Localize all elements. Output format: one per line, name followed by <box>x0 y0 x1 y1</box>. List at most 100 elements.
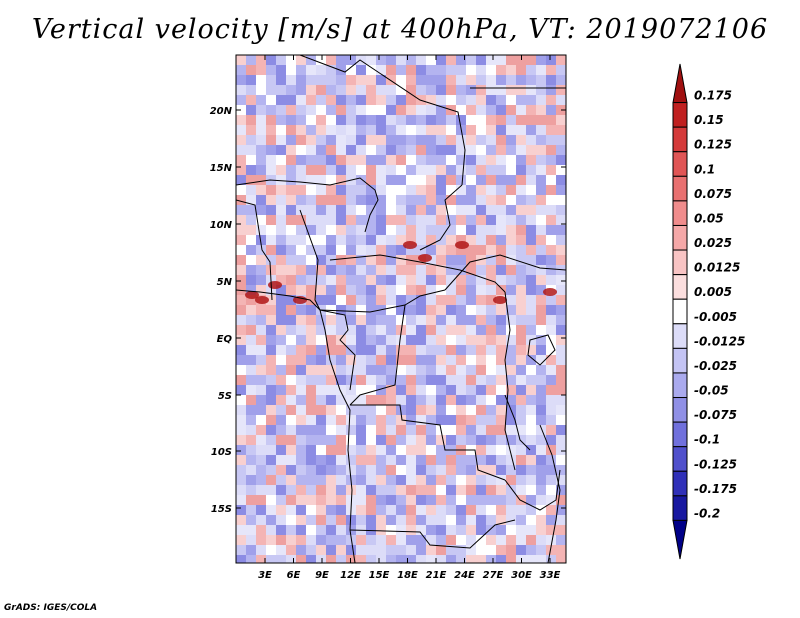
field-cell <box>296 495 307 506</box>
field-cell <box>446 215 457 226</box>
field-cell <box>266 145 277 156</box>
field-cell <box>346 515 357 526</box>
field-cell <box>296 415 307 426</box>
field-cell <box>246 465 257 476</box>
field-cell <box>556 65 566 76</box>
field-cell <box>386 365 397 376</box>
field-cell <box>286 395 297 406</box>
field-cell <box>316 375 327 386</box>
field-cell <box>356 85 367 96</box>
field-cell <box>526 255 537 266</box>
field-cell <box>436 225 447 236</box>
field-cell <box>336 225 347 236</box>
field-cell <box>366 245 377 256</box>
field-cell <box>376 505 387 516</box>
field-cell <box>316 315 327 326</box>
field-cell <box>416 85 427 96</box>
field-cell <box>426 145 437 156</box>
field-cell <box>526 435 537 446</box>
field-cell <box>446 285 457 296</box>
colorbar-level-label: 0.125 <box>694 138 732 152</box>
field-cell <box>276 345 287 356</box>
field-cell <box>526 555 537 563</box>
field-cell <box>506 445 517 456</box>
field-cell <box>366 185 377 196</box>
field-cell <box>546 185 557 196</box>
field-cell <box>416 65 427 76</box>
field-cell <box>266 95 277 106</box>
field-cell <box>516 65 527 76</box>
field-cell <box>456 325 467 336</box>
field-cell <box>466 465 477 476</box>
field-cell <box>316 225 327 236</box>
field-cell <box>526 385 537 396</box>
field-cell <box>526 145 537 156</box>
field-cell <box>556 165 566 176</box>
field-cell <box>426 475 437 486</box>
field-cell <box>296 205 307 216</box>
field-cell <box>256 385 267 396</box>
field-cell <box>526 185 537 196</box>
field-cell <box>256 445 267 456</box>
field-cell <box>496 235 507 246</box>
field-cell <box>336 205 347 216</box>
field-cell <box>376 365 387 376</box>
field-cell <box>436 445 447 456</box>
field-cell <box>286 265 297 276</box>
field-cell <box>556 475 566 486</box>
field-cell <box>356 125 367 136</box>
field-cell <box>446 115 457 126</box>
field-cell <box>416 455 427 466</box>
field-cell <box>376 165 387 176</box>
field-cell <box>346 445 357 456</box>
field-cell <box>406 475 417 486</box>
field-cell <box>296 425 307 436</box>
colorbar-swatch <box>672 495 688 521</box>
field-cell <box>336 465 347 476</box>
field-cell <box>536 235 547 246</box>
field-cell <box>236 85 247 96</box>
field-cell <box>336 85 347 96</box>
field-cell <box>506 135 517 146</box>
field-cell <box>466 315 477 326</box>
field-cell <box>356 415 367 426</box>
field-cell <box>306 155 317 166</box>
field-cell <box>246 145 257 156</box>
field-cell <box>366 105 377 116</box>
field-cell <box>366 335 377 346</box>
field-cell <box>546 375 557 386</box>
field-cell <box>376 325 387 336</box>
field-cell <box>556 395 566 406</box>
field-cell <box>246 155 257 166</box>
field-cell <box>356 495 367 506</box>
field-cell <box>426 465 437 476</box>
field-cell <box>536 225 547 236</box>
field-cell <box>466 535 477 546</box>
colorbar-level-label: -0.025 <box>694 359 737 373</box>
field-cell <box>306 115 317 126</box>
field-cell <box>516 225 527 236</box>
field-cell <box>336 405 347 416</box>
field-cell <box>516 275 527 286</box>
field-cell <box>396 475 407 486</box>
field-cell <box>426 525 437 536</box>
field-cell <box>406 155 417 166</box>
field-cell <box>276 555 287 563</box>
field-cell <box>516 325 527 336</box>
field-cell <box>446 335 457 346</box>
field-cell <box>476 385 487 396</box>
field-cell <box>376 105 387 116</box>
field-cell <box>236 125 247 136</box>
field-cell <box>306 365 317 376</box>
field-cell <box>386 465 397 476</box>
field-cell <box>446 295 457 306</box>
field-cell <box>276 495 287 506</box>
field-cell <box>366 95 377 106</box>
field-cell <box>466 335 477 346</box>
field-cell <box>376 355 387 366</box>
field-cell <box>266 235 277 246</box>
field-cell <box>326 505 337 516</box>
field-cell <box>336 115 347 126</box>
field-cell <box>376 55 387 66</box>
field-cell <box>396 335 407 346</box>
